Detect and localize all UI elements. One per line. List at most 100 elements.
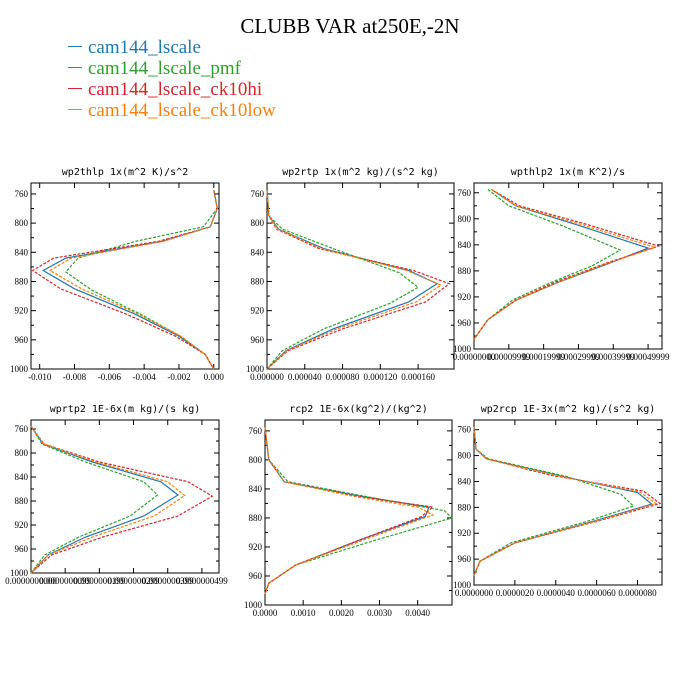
y-tick-label: 760 <box>458 188 472 198</box>
x-tick-label: 0.0000080 <box>618 588 657 598</box>
series-line-cam144_lscale_ck10hi <box>473 188 661 340</box>
legend-swatch-3 <box>68 109 82 111</box>
y-tick-label: 1000 <box>10 364 29 374</box>
series-line-cam144_lscale_ck10hi <box>266 190 451 370</box>
series-line-cam144_lscale <box>473 189 650 340</box>
plot-frame <box>473 182 663 350</box>
x-tick-label: 0.000000 <box>250 372 284 382</box>
x-tick-label: 0.0000000099 <box>39 576 91 586</box>
y-tick-label: 1000 <box>10 568 29 578</box>
legend-label-0: cam144_lscale <box>88 37 201 58</box>
y-tick-label: 960 <box>249 571 263 581</box>
x-tick-label: -0.004 <box>133 372 157 382</box>
x-tick-label: 0.0000000199 <box>73 576 125 586</box>
y-tick-label: 1000 <box>453 344 472 354</box>
figure-title: CLUBB VAR at250E,-2N <box>240 14 460 38</box>
x-tick-label: -0.006 <box>98 372 122 382</box>
panel-2: wpthlp2 1x(m K^2)/s 760 800 840 880 920 960 100… <box>453 167 670 362</box>
x-tick-label: 0.0000000399 <box>142 576 194 586</box>
x-tick-label: 0.0040 <box>405 608 430 618</box>
y-tick-label: 880 <box>15 276 29 286</box>
x-tick-label: 0.00019999 <box>522 352 565 362</box>
panel-1: wp2rtp 1x(m^2 kg)/(s^2 kg) 760 800 840 880 92… <box>246 167 455 382</box>
plot-frame <box>30 182 220 370</box>
y-tick-label: 840 <box>251 247 265 257</box>
legend-item: cam144_lscale_ck10hi <box>68 79 276 100</box>
x-tick-label: 0.000080 <box>326 372 360 382</box>
x-tick-label: 0.0000000499 <box>176 576 228 586</box>
panel-4: rcp2 1E-6x(kg^2)/(kg^2) 760 800 840 880 920 96… <box>244 404 454 618</box>
y-tick-label: 800 <box>15 218 29 228</box>
x-tick-label: 0.000 <box>204 372 225 382</box>
y-tick-label: 920 <box>458 528 472 538</box>
series-line-cam144_lscale_pmf <box>30 425 159 574</box>
y-tick-label: 1000 <box>453 580 472 590</box>
legend-swatch-1 <box>68 67 82 69</box>
x-tick-label: 0.0020 <box>329 608 354 618</box>
y-tick-label: 960 <box>458 318 472 328</box>
series-line-cam144_lscale_pmf <box>266 190 420 370</box>
panel-5: wp2rcp 1E-3x(m^2 kg)/(s^2 kg) 760 800 840 88… <box>453 404 663 598</box>
series-line-cam144_lscale_ck10low <box>48 190 218 370</box>
y-tick-label: 960 <box>458 554 472 564</box>
series-line-cam144_lscale <box>473 426 654 576</box>
y-tick-label: 800 <box>458 451 472 461</box>
x-tick-label: -0.002 <box>167 372 190 382</box>
y-tick-label: 880 <box>251 276 265 286</box>
y-tick-label: 880 <box>249 513 263 523</box>
y-tick-label: 1000 <box>246 364 265 374</box>
y-tick-label: 800 <box>15 448 29 458</box>
panel-title: wp2rcp 1E-3x(m^2 kg)/(s^2 kg) <box>481 404 656 415</box>
x-tick-label: 0.00009999 <box>487 352 530 362</box>
x-tick-label: 0.00029999 <box>557 352 600 362</box>
legend-swatch-0 <box>68 46 82 48</box>
x-tick-label: 0.000160 <box>401 372 435 382</box>
y-tick-label: 840 <box>15 247 29 257</box>
x-tick-label: 0.0000000 <box>455 588 494 598</box>
x-tick-label: 0.0000020 <box>496 588 535 598</box>
x-tick-label: 0.00039999 <box>592 352 635 362</box>
y-tick-label: 960 <box>15 544 29 554</box>
series-line-cam144_lscale_pmf <box>473 426 635 576</box>
y-tick-label: 880 <box>15 496 29 506</box>
panel-3: wprtp2 1E-6x(m kg)/(s kg) 760 800 840 880 920… <box>5 404 228 586</box>
x-tick-label: -0.010 <box>28 372 52 382</box>
y-tick-label: 760 <box>15 189 29 199</box>
plot-frame <box>264 419 453 606</box>
legend-label-2: cam144_lscale_ck10hi <box>88 79 263 100</box>
series-line-cam144_lscale <box>266 190 439 370</box>
legend-label-3: cam144_lscale_ck10low <box>88 100 276 121</box>
y-tick-label: 920 <box>458 292 472 302</box>
series-line-cam144_lscale_ck10hi <box>473 426 662 576</box>
x-tick-label: 0.0000000299 <box>108 576 160 586</box>
x-tick-label: 0.0030 <box>367 608 392 618</box>
panel-title: wp2thlp 1x(m^2 K)/s^2 <box>62 167 188 178</box>
y-tick-label: 840 <box>458 476 472 486</box>
y-tick-label: 840 <box>15 472 29 482</box>
x-tick-label: 0.00000000 <box>453 352 496 362</box>
legend-label-1: cam144_lscale_pmf <box>88 58 242 79</box>
legend: cam144_lscale cam144_lscale_pmf cam144_l… <box>68 37 276 121</box>
panel-0: wp2thlp 1x(m^2 K)/s^2 760 800 840 880 920 960 1… <box>10 167 224 382</box>
panel-title: wpthlp2 1x(m K^2)/s <box>511 167 625 178</box>
x-tick-label: -0.008 <box>63 372 87 382</box>
x-tick-label: 0.0000060 <box>577 588 616 598</box>
x-tick-label: 0.00049999 <box>627 352 670 362</box>
y-tick-label: 960 <box>251 335 265 345</box>
series-line-cam144_lscale <box>30 425 180 574</box>
legend-item: cam144_lscale_pmf <box>68 58 276 79</box>
legend-item: cam144_lscale_ck10low <box>68 100 276 121</box>
x-tick-label: 0.0000040 <box>537 588 576 598</box>
y-tick-label: 800 <box>458 214 472 224</box>
plot-frame <box>266 182 455 370</box>
y-tick-label: 760 <box>15 424 29 434</box>
series-line-cam144_lscale_pmf <box>473 189 622 340</box>
series-line-cam144_lscale_ck10low <box>264 427 435 595</box>
y-tick-label: 880 <box>458 266 472 276</box>
y-tick-label: 840 <box>249 484 263 494</box>
y-tick-label: 760 <box>458 425 472 435</box>
series-line-cam144_lscale_ck10low <box>30 425 186 574</box>
y-tick-label: 1000 <box>244 600 263 610</box>
x-tick-label: 0.0000 <box>253 608 278 618</box>
